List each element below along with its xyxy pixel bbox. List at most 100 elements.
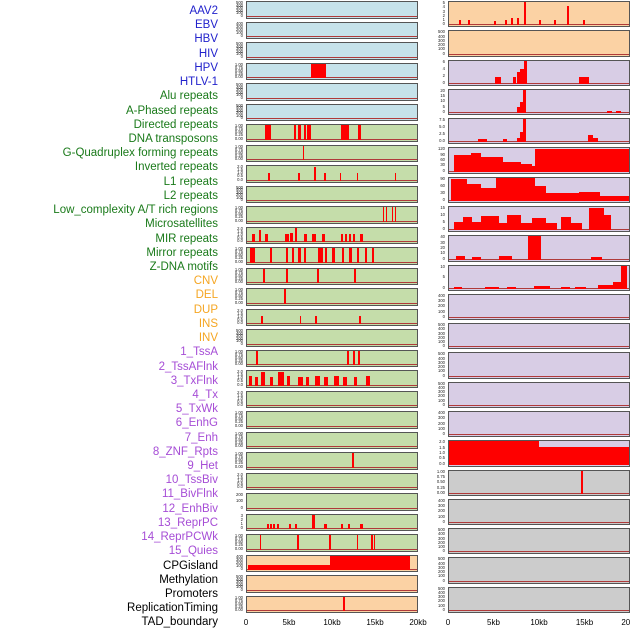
y-tick-label: 0.00 bbox=[234, 74, 243, 79]
y-tick-label: 0.0 bbox=[439, 138, 445, 144]
y-tick-label: 200 bbox=[236, 581, 243, 587]
y-tick-label: 500 bbox=[438, 527, 445, 533]
track-row: 500 400 300 200 100 0 bbox=[222, 574, 418, 595]
track-bar bbox=[506, 286, 516, 289]
track-bar bbox=[249, 247, 255, 263]
y-tick-label: 1.5 bbox=[237, 372, 243, 378]
track-row: 20 15 10 5 0 bbox=[424, 88, 630, 117]
y-tick-label: 5 bbox=[442, 274, 445, 280]
track-label: Directed repeats bbox=[133, 118, 218, 131]
track-label: Promoters bbox=[164, 588, 218, 601]
track-row: 7.5 5.0 2.5 0.0 bbox=[424, 117, 630, 146]
track-bar bbox=[347, 350, 350, 365]
y-tick-label: 1.00 bbox=[436, 468, 445, 474]
y-tick-label: 1.5 bbox=[237, 310, 243, 316]
track-baseline bbox=[449, 375, 629, 377]
track-label: Methylation bbox=[159, 573, 218, 586]
y-tick-label: 300 bbox=[438, 503, 445, 509]
track-bar bbox=[520, 131, 523, 143]
y-axis-ticks: 1.00 0.75 0.50 0.25 0.00 bbox=[222, 62, 244, 83]
track-bar bbox=[351, 452, 354, 468]
y-tick-label: 1 bbox=[442, 17, 445, 23]
y-tick-label: 0.25 bbox=[234, 542, 243, 548]
y-tick-label: 200 bbox=[438, 393, 445, 399]
y-tick-label: 100 bbox=[236, 92, 243, 97]
x-tick-label: 0 bbox=[243, 618, 249, 627]
y-tick-label: 400 bbox=[236, 576, 243, 582]
track-row: 2.0 1.5 1.0 0.5 0.0 bbox=[222, 164, 418, 185]
track-plot bbox=[246, 513, 418, 531]
y-tick-label: 1.00 bbox=[234, 246, 243, 251]
track-label: Mirror repeats bbox=[146, 246, 218, 259]
track-bar bbox=[458, 19, 462, 26]
y-tick-label: 0.75 bbox=[234, 454, 243, 460]
y-tick-label: 5 bbox=[442, 219, 445, 225]
track-row: 500 400 300 200 100 0 bbox=[222, 41, 418, 62]
y-axis-ticks: 2.0 1.5 1.0 0.5 0.0 bbox=[222, 390, 244, 411]
y-tick-label: 1.0 bbox=[439, 449, 445, 455]
track-baseline bbox=[449, 404, 629, 406]
y-tick-label: 0 bbox=[442, 50, 445, 56]
track-baseline bbox=[247, 179, 417, 181]
y-tick-label: 0.50 bbox=[234, 293, 243, 299]
track-label: 15_Quies bbox=[168, 545, 218, 558]
y-tick-label: 0.0 bbox=[237, 484, 243, 489]
track-label: 1_TssA bbox=[180, 346, 218, 359]
y-tick-label: 1.00 bbox=[234, 143, 243, 149]
track-bar bbox=[360, 234, 364, 242]
track-bar bbox=[522, 89, 526, 114]
track-bar bbox=[321, 234, 325, 242]
y-tick-label: 0 bbox=[240, 504, 243, 510]
y-tick-label: 0.75 bbox=[234, 597, 243, 603]
y-tick-label: 100 bbox=[236, 584, 243, 589]
y-tick-label: 2 bbox=[442, 72, 445, 78]
y-tick-label: 100 bbox=[236, 338, 243, 343]
track-row: 400 300 200 100 0 bbox=[424, 293, 630, 322]
y-tick-label: 300 bbox=[236, 189, 243, 195]
track-bar bbox=[254, 376, 258, 386]
track-label: 4_Tx bbox=[192, 388, 218, 401]
y-tick-label: 1.0 bbox=[237, 313, 243, 319]
y-tick-label: 100 bbox=[236, 29, 243, 35]
track-bar bbox=[481, 156, 503, 172]
track-bar bbox=[472, 222, 482, 231]
track-bar bbox=[303, 145, 305, 160]
track-bar bbox=[266, 523, 269, 529]
y-tick-label: 1.00 bbox=[234, 61, 243, 67]
track-label: EBV bbox=[194, 19, 218, 32]
y-tick-label: 0.50 bbox=[234, 67, 243, 73]
y-tick-label: 300 bbox=[236, 556, 243, 562]
track-bar bbox=[360, 523, 363, 529]
track-label: Microsatellites bbox=[145, 218, 218, 231]
track-plot bbox=[246, 206, 418, 224]
y-axis-ticks: 1.00 0.75 0.50 0.25 0.00 bbox=[222, 533, 244, 554]
y-tick-label: 1.00 bbox=[234, 287, 243, 292]
track-bar bbox=[495, 177, 518, 201]
y-tick-label: 0 bbox=[442, 606, 445, 612]
track-bar bbox=[247, 565, 331, 570]
track-label-column: AAV2 EBV HBV HIV HPV HTLV-1 Alu repeats A-Phase… bbox=[0, 0, 218, 630]
y-tick-label: 200 bbox=[236, 559, 243, 565]
track-bar bbox=[273, 523, 276, 529]
y-tick-label: 300 bbox=[438, 298, 445, 304]
track-bar bbox=[494, 76, 502, 84]
track-bar bbox=[268, 172, 270, 181]
track-bar bbox=[261, 316, 264, 324]
y-tick-label: 0.75 bbox=[234, 146, 243, 152]
track-bar bbox=[286, 268, 289, 283]
y-tick-label: 0 bbox=[240, 33, 243, 38]
track-row: 1.00 0.75 0.50 0.25 0.00 bbox=[222, 246, 418, 267]
y-tick-label: 200 bbox=[438, 508, 445, 514]
y-tick-label: 200 bbox=[438, 303, 445, 309]
y-tick-label: 0 bbox=[442, 519, 445, 525]
y-tick-label: 200 bbox=[438, 569, 445, 575]
track-baseline bbox=[247, 487, 417, 488]
track-bar bbox=[324, 172, 326, 181]
y-tick-label: 100 bbox=[438, 368, 445, 374]
y-tick-label: 0.25 bbox=[234, 214, 243, 220]
y-tick-label: 0.5 bbox=[237, 316, 243, 322]
y-tick-label: 20 bbox=[440, 244, 445, 250]
track-baseline bbox=[449, 551, 629, 553]
y-tick-label: 0 bbox=[442, 21, 445, 27]
